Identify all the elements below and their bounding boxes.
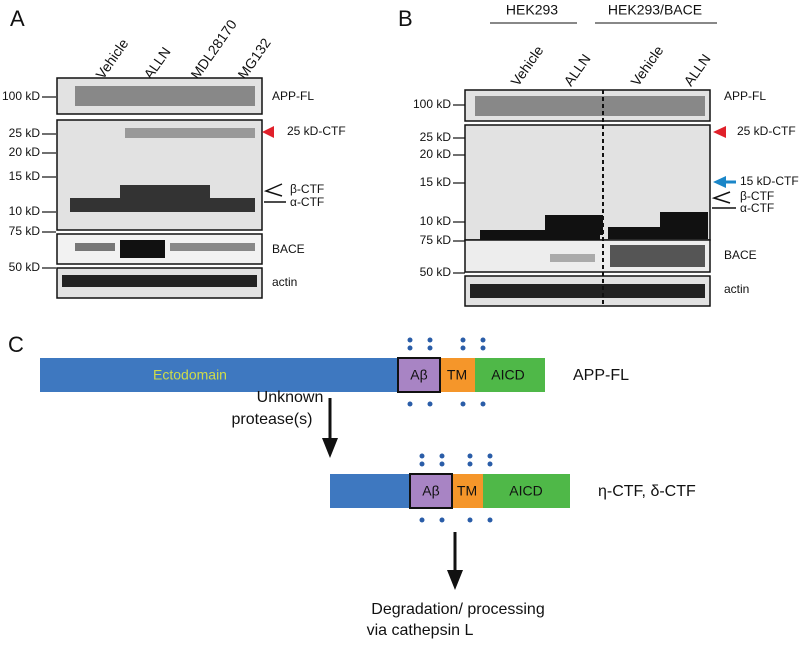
- step-label: protease(s): [232, 411, 313, 428]
- panel-label: C: [8, 332, 24, 357]
- band: [125, 128, 255, 138]
- marker: 75 kD: [420, 233, 452, 247]
- marker: 25 kD: [9, 126, 41, 140]
- marker: 50 kD: [9, 260, 41, 274]
- marker: 25 kD: [420, 130, 452, 144]
- band: [610, 245, 705, 267]
- panel-label: B: [398, 6, 413, 31]
- blue-arrowhead: [713, 176, 726, 188]
- construct-name: η-CTF, δ-CTF: [598, 483, 696, 500]
- lane-label: MDL28170: [187, 16, 240, 81]
- band: [120, 240, 165, 258]
- marker: 10 kD: [9, 204, 41, 218]
- segment-label: TM: [457, 483, 477, 499]
- band-label: β-CTF: [740, 189, 774, 203]
- aicd: [483, 474, 570, 508]
- construct-name: APP-FL: [573, 367, 629, 384]
- abeta: [397, 357, 441, 393]
- segment-label: TM: [447, 367, 467, 383]
- step-label: Degradation/ processing: [371, 601, 544, 618]
- band-label: BACE: [724, 248, 757, 262]
- segment-label: Aβ: [422, 483, 439, 499]
- band: [545, 215, 603, 235]
- band-label: 25 kD-CTF: [737, 124, 796, 138]
- tm: [440, 358, 475, 392]
- band: [660, 212, 708, 234]
- lane-label: MG132: [234, 35, 274, 82]
- arrowhead: [322, 438, 338, 458]
- arrowhead: [711, 191, 731, 204]
- tm: [452, 474, 483, 508]
- band: [470, 284, 705, 298]
- band-label: α-CTF: [290, 195, 324, 209]
- lane-label: Vehicle: [507, 43, 546, 89]
- marker: 100 kD: [413, 97, 451, 111]
- band: [475, 96, 705, 116]
- band-label: BACE: [272, 242, 305, 256]
- marker: 10 kD: [420, 214, 452, 228]
- marker: 20 kD: [420, 147, 452, 161]
- stub: [330, 474, 412, 508]
- band-label: actin: [272, 275, 297, 289]
- blot-b: [464, 89, 711, 307]
- markers-a: 100 kD 25 kD 20 kD 15 kD 10 kD 75 kD 50 …: [2, 89, 56, 274]
- marker: 15 kD: [9, 169, 41, 183]
- blot-a: [56, 77, 263, 299]
- lane-label: Vehicle: [92, 36, 131, 82]
- group-label: HEK293: [506, 2, 558, 18]
- band: [75, 243, 115, 251]
- abeta: [409, 473, 453, 509]
- band: [62, 275, 257, 287]
- marker: 15 kD: [420, 175, 452, 189]
- group-label: HEK293/BACE: [608, 2, 702, 18]
- lane-label: ALLN: [560, 51, 593, 89]
- band: [70, 198, 255, 212]
- marker: 50 kD: [420, 265, 452, 279]
- segment-label: Aβ: [410, 367, 427, 383]
- marker: 100 kD: [2, 89, 40, 103]
- band-label: actin: [724, 282, 749, 296]
- arrowhead: [447, 570, 463, 590]
- band-label: 15 kD-CTF: [740, 174, 799, 188]
- band-label: APP-FL: [724, 89, 766, 103]
- band: [170, 243, 255, 251]
- markers-b: 100 kD 25 kD 20 kD 15 kD 10 kD 75 kD 50 …: [413, 97, 465, 279]
- band-label: β-CTF: [290, 182, 324, 196]
- panel-label: A: [10, 6, 25, 31]
- glycans: [407, 337, 493, 523]
- arrowhead: [263, 183, 283, 197]
- band: [75, 86, 255, 106]
- band-label: 25 kD-CTF: [287, 124, 346, 138]
- step-label: via cathepsin L: [367, 622, 474, 639]
- marker: 20 kD: [9, 145, 41, 159]
- lane-label: Vehicle: [627, 43, 666, 89]
- segment-label: AICD: [509, 483, 542, 499]
- band: [120, 185, 210, 201]
- band-label: α-CTF: [740, 201, 774, 215]
- ectodomain: [40, 358, 400, 392]
- lane-label: ALLN: [140, 44, 173, 82]
- red-arrowhead: [262, 126, 274, 138]
- band-label: APP-FL: [272, 89, 314, 103]
- red-arrowhead: [713, 126, 726, 138]
- aicd: [475, 358, 545, 392]
- lane-label: ALLN: [680, 51, 713, 89]
- marker: 75 kD: [9, 224, 41, 238]
- band: [550, 254, 595, 262]
- segment-label: Ectodomain: [153, 367, 227, 383]
- segment-label: AICD: [491, 367, 524, 383]
- step-label: Unknown: [257, 389, 324, 406]
- band: [480, 230, 600, 240]
